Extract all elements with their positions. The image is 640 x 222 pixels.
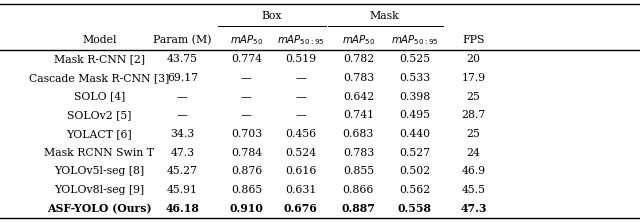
Text: 45.91: 45.91 bbox=[167, 185, 198, 195]
Text: Mask: Mask bbox=[369, 11, 399, 21]
Text: Cascade Mask R-CNN [3]: Cascade Mask R-CNN [3] bbox=[29, 73, 170, 83]
Text: 24: 24 bbox=[467, 148, 481, 158]
Text: Model: Model bbox=[82, 35, 116, 45]
Text: 0.616: 0.616 bbox=[285, 166, 317, 176]
Text: —: — bbox=[241, 110, 252, 120]
Text: 0.783: 0.783 bbox=[343, 148, 374, 158]
Text: 0.866: 0.866 bbox=[342, 185, 374, 195]
Text: 0.631: 0.631 bbox=[285, 185, 317, 195]
Text: 0.502: 0.502 bbox=[399, 166, 430, 176]
Text: 46.9: 46.9 bbox=[461, 166, 486, 176]
Text: SOLOv2 [5]: SOLOv2 [5] bbox=[67, 110, 131, 120]
Text: YOLOv8l-seg [9]: YOLOv8l-seg [9] bbox=[54, 185, 144, 195]
Text: 17.9: 17.9 bbox=[461, 73, 486, 83]
Text: $\mathit{mAP}_{50}$: $\mathit{mAP}_{50}$ bbox=[230, 33, 263, 47]
Text: —: — bbox=[296, 110, 306, 120]
Text: 34.3: 34.3 bbox=[170, 129, 195, 139]
Text: 0.876: 0.876 bbox=[231, 166, 262, 176]
Text: 0.456: 0.456 bbox=[285, 129, 316, 139]
Text: 0.887: 0.887 bbox=[342, 203, 375, 214]
Text: —: — bbox=[241, 73, 252, 83]
Text: 0.525: 0.525 bbox=[399, 54, 430, 64]
Text: 0.741: 0.741 bbox=[343, 110, 374, 120]
Text: 0.782: 0.782 bbox=[343, 54, 374, 64]
Text: —: — bbox=[177, 92, 188, 102]
Text: Box: Box bbox=[262, 11, 282, 21]
Text: 0.865: 0.865 bbox=[231, 185, 262, 195]
Text: 0.527: 0.527 bbox=[399, 148, 430, 158]
Text: 69.17: 69.17 bbox=[167, 73, 198, 83]
Text: 25: 25 bbox=[467, 92, 481, 102]
Text: Mask RCNN Swin T: Mask RCNN Swin T bbox=[44, 148, 154, 158]
Text: 0.676: 0.676 bbox=[284, 203, 317, 214]
Text: 0.562: 0.562 bbox=[399, 185, 430, 195]
Text: 46.18: 46.18 bbox=[166, 203, 199, 214]
Text: YOLACT [6]: YOLACT [6] bbox=[67, 129, 132, 139]
Text: FPS: FPS bbox=[463, 35, 484, 45]
Text: 0.784: 0.784 bbox=[231, 148, 262, 158]
Text: —: — bbox=[296, 92, 306, 102]
Text: $\mathit{mAP}_{50}$: $\mathit{mAP}_{50}$ bbox=[342, 33, 375, 47]
Text: 0.774: 0.774 bbox=[231, 54, 262, 64]
Text: ASF-YOLO (Ours): ASF-YOLO (Ours) bbox=[47, 203, 152, 214]
Text: 45.27: 45.27 bbox=[167, 166, 198, 176]
Text: 25: 25 bbox=[467, 129, 481, 139]
Text: 0.398: 0.398 bbox=[399, 92, 430, 102]
Text: 0.855: 0.855 bbox=[343, 166, 374, 176]
Text: YOLOv5l-seg [8]: YOLOv5l-seg [8] bbox=[54, 166, 144, 176]
Text: Mask R-CNN [2]: Mask R-CNN [2] bbox=[54, 54, 145, 64]
Text: Param (M): Param (M) bbox=[153, 35, 212, 45]
Text: 28.7: 28.7 bbox=[461, 110, 486, 120]
Text: —: — bbox=[241, 92, 252, 102]
Text: —: — bbox=[296, 73, 306, 83]
Text: $\mathit{mAP}_{50{:}95}$: $\mathit{mAP}_{50{:}95}$ bbox=[391, 33, 438, 47]
Text: 0.495: 0.495 bbox=[399, 110, 430, 120]
Text: 0.783: 0.783 bbox=[343, 73, 374, 83]
Text: 0.910: 0.910 bbox=[230, 203, 263, 214]
Text: 0.440: 0.440 bbox=[399, 129, 430, 139]
Text: 0.558: 0.558 bbox=[397, 203, 432, 214]
Text: $\mathit{mAP}_{50{:}95}$: $\mathit{mAP}_{50{:}95}$ bbox=[277, 33, 324, 47]
Text: SOLO [4]: SOLO [4] bbox=[74, 92, 125, 102]
Text: 47.3: 47.3 bbox=[170, 148, 195, 158]
Text: 43.75: 43.75 bbox=[167, 54, 198, 64]
Text: 20: 20 bbox=[467, 54, 481, 64]
Text: 45.5: 45.5 bbox=[461, 185, 486, 195]
Text: —: — bbox=[177, 110, 188, 120]
Text: 0.703: 0.703 bbox=[231, 129, 262, 139]
Text: 0.524: 0.524 bbox=[285, 148, 316, 158]
Text: 0.683: 0.683 bbox=[342, 129, 374, 139]
Text: 0.519: 0.519 bbox=[285, 54, 316, 64]
Text: 47.3: 47.3 bbox=[460, 203, 487, 214]
Text: 0.642: 0.642 bbox=[343, 92, 374, 102]
Text: 0.533: 0.533 bbox=[399, 73, 430, 83]
